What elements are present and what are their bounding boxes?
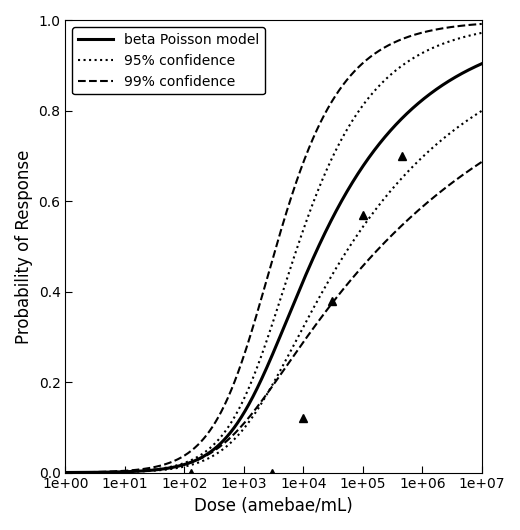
beta Poisson model xyxy=(62,470,69,476)
95% confidence xyxy=(395,66,401,72)
beta Poisson model xyxy=(231,425,237,431)
99% confidence xyxy=(478,21,485,27)
99% confidence xyxy=(245,338,252,344)
beta Poisson model xyxy=(245,401,252,408)
Legend: beta Poisson model, 95% confidence, 99% confidence: beta Poisson model, 95% confidence, 99% … xyxy=(72,28,265,94)
95% confidence xyxy=(387,72,393,78)
95% confidence xyxy=(348,119,355,126)
95% confidence xyxy=(62,469,69,475)
beta Poisson model xyxy=(105,469,111,475)
Line: 99% confidence: 99% confidence xyxy=(66,24,482,472)
95% confidence xyxy=(105,469,111,475)
99% confidence xyxy=(348,72,355,78)
95% confidence xyxy=(231,415,237,421)
beta Poisson model xyxy=(478,60,485,67)
Y-axis label: Probability of Response: Probability of Response xyxy=(15,149,33,344)
99% confidence xyxy=(387,41,393,48)
95% confidence xyxy=(478,30,485,36)
95% confidence xyxy=(245,385,252,391)
beta Poisson model xyxy=(348,181,355,188)
beta Poisson model xyxy=(395,120,401,126)
99% confidence xyxy=(231,381,237,387)
X-axis label: Dose (amebae/mL): Dose (amebae/mL) xyxy=(194,497,353,515)
Line: 95% confidence: 95% confidence xyxy=(66,33,482,472)
99% confidence xyxy=(62,469,69,475)
beta Poisson model xyxy=(387,128,393,134)
99% confidence xyxy=(105,469,111,475)
Line: beta Poisson model: beta Poisson model xyxy=(66,64,482,473)
99% confidence xyxy=(395,38,401,44)
